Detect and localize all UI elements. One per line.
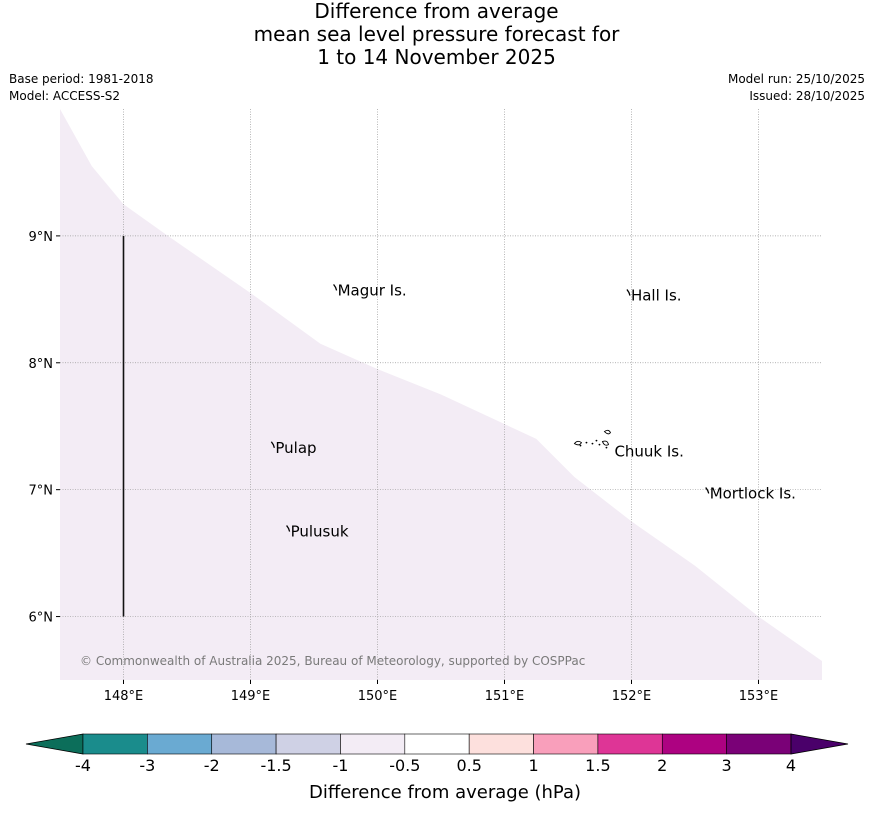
place-label: Magur Is. — [338, 281, 407, 299]
islet — [605, 446, 608, 449]
lat-tick-label: 6°N — [29, 611, 54, 626]
colorbar-segment — [597, 733, 663, 755]
islet — [591, 442, 594, 445]
colorbar-tick-label: 4 — [786, 756, 796, 775]
colorbar-tick-label: 0.5 — [456, 756, 481, 775]
copyright-notice: © Commonwealth of Australia 2025, Bureau… — [80, 654, 585, 668]
colorbar-tick-label: 1.5 — [585, 756, 610, 775]
lon-tick-label: 149°E — [231, 689, 271, 704]
lon-tick-label: 150°E — [358, 689, 398, 704]
colorbar-tick-label: -2 — [204, 756, 220, 775]
meta-left: Base period: 1981-2018 Model: ACCESS-S2 — [9, 71, 154, 105]
island-outline — [705, 487, 710, 494]
lat-tick-label: 7°N — [29, 484, 54, 499]
place-label: Pulusuk — [291, 523, 349, 541]
model-run: Model run: 25/10/2025 — [727, 72, 865, 86]
colorbar-tick-label: -1 — [332, 756, 348, 775]
colorbar-title: Difference from average (hPa) — [309, 782, 581, 803]
island-outline — [603, 429, 611, 435]
lat-tick-label: 9°N — [29, 230, 54, 245]
islet — [598, 443, 601, 446]
colorbar-tick-label: -1.5 — [260, 756, 291, 775]
colorbar-segment — [661, 733, 727, 755]
colorbar-segment — [275, 733, 341, 755]
colorbar-extend-over — [790, 733, 849, 755]
colorbar-segment — [82, 733, 148, 755]
colorbar-tick-label: 3 — [722, 756, 732, 775]
model-name: Model: ACCESS-S2 — [9, 89, 121, 103]
colorbar-segment — [468, 733, 534, 755]
colorbar-segment — [726, 733, 792, 755]
place-label: Pulap — [275, 439, 316, 457]
title-line-1: Difference from average — [314, 0, 559, 23]
colorbar-tick-label: 2 — [657, 756, 667, 775]
island-outline — [626, 289, 631, 296]
island-outline — [601, 440, 609, 446]
title-line-3: 1 to 14 November 2025 — [317, 45, 556, 69]
lon-tick-label: 148°E — [104, 689, 144, 704]
place-label: Mortlock Is. — [710, 484, 796, 502]
colorbar-segment — [340, 733, 406, 755]
colorbar-segment — [533, 733, 599, 755]
place-label: Hall Is. — [631, 287, 682, 305]
pressure-anomaly-shading — [60, 109, 822, 680]
colorbar-segment — [404, 733, 470, 755]
colorbar: -4 -3 -2 -1.5 -1 -0.5 0.5 1 1.5 2 3 4 Difference fro… — [25, 733, 849, 803]
map-area: 148°E 149°E 150°E 151°E 152°E 153°E 6°N 7°N 8°N 9… — [29, 109, 822, 704]
issued-date: Issued: 28/10/2025 — [749, 89, 865, 103]
colorbar-extend-under — [25, 733, 84, 755]
base-period: Base period: 1981-2018 — [9, 72, 154, 86]
colorbar-tick-label: 1 — [528, 756, 538, 775]
colorbar-segment — [211, 733, 277, 755]
colorbar-segment — [147, 733, 213, 755]
lon-tick-label: 152°E — [612, 689, 652, 704]
island-outline — [270, 441, 275, 448]
title-line-2: mean sea level pressure forecast for — [253, 22, 620, 46]
lat-tick-label: 8°N — [29, 357, 54, 372]
islet — [585, 441, 588, 444]
island-outline — [286, 525, 291, 532]
lon-tick-label: 151°E — [485, 689, 525, 704]
place-label: Chuuk Is. — [614, 443, 683, 461]
chart-title: Difference from average mean sea level p… — [0, 0, 873, 69]
island-outline — [573, 440, 583, 446]
meta-right: Model run: 25/10/2025 Issued: 28/10/2025 — [728, 71, 865, 105]
islet — [595, 439, 598, 442]
colorbar-tick-label: -0.5 — [389, 756, 420, 775]
lon-tick-label: 153°E — [739, 689, 779, 704]
island-outline — [333, 284, 338, 291]
islet — [579, 444, 582, 447]
chuuk-lagoon-islands — [573, 429, 611, 449]
colorbar-tick-label: -3 — [139, 756, 155, 775]
colorbar-tick-label: -4 — [75, 756, 91, 775]
